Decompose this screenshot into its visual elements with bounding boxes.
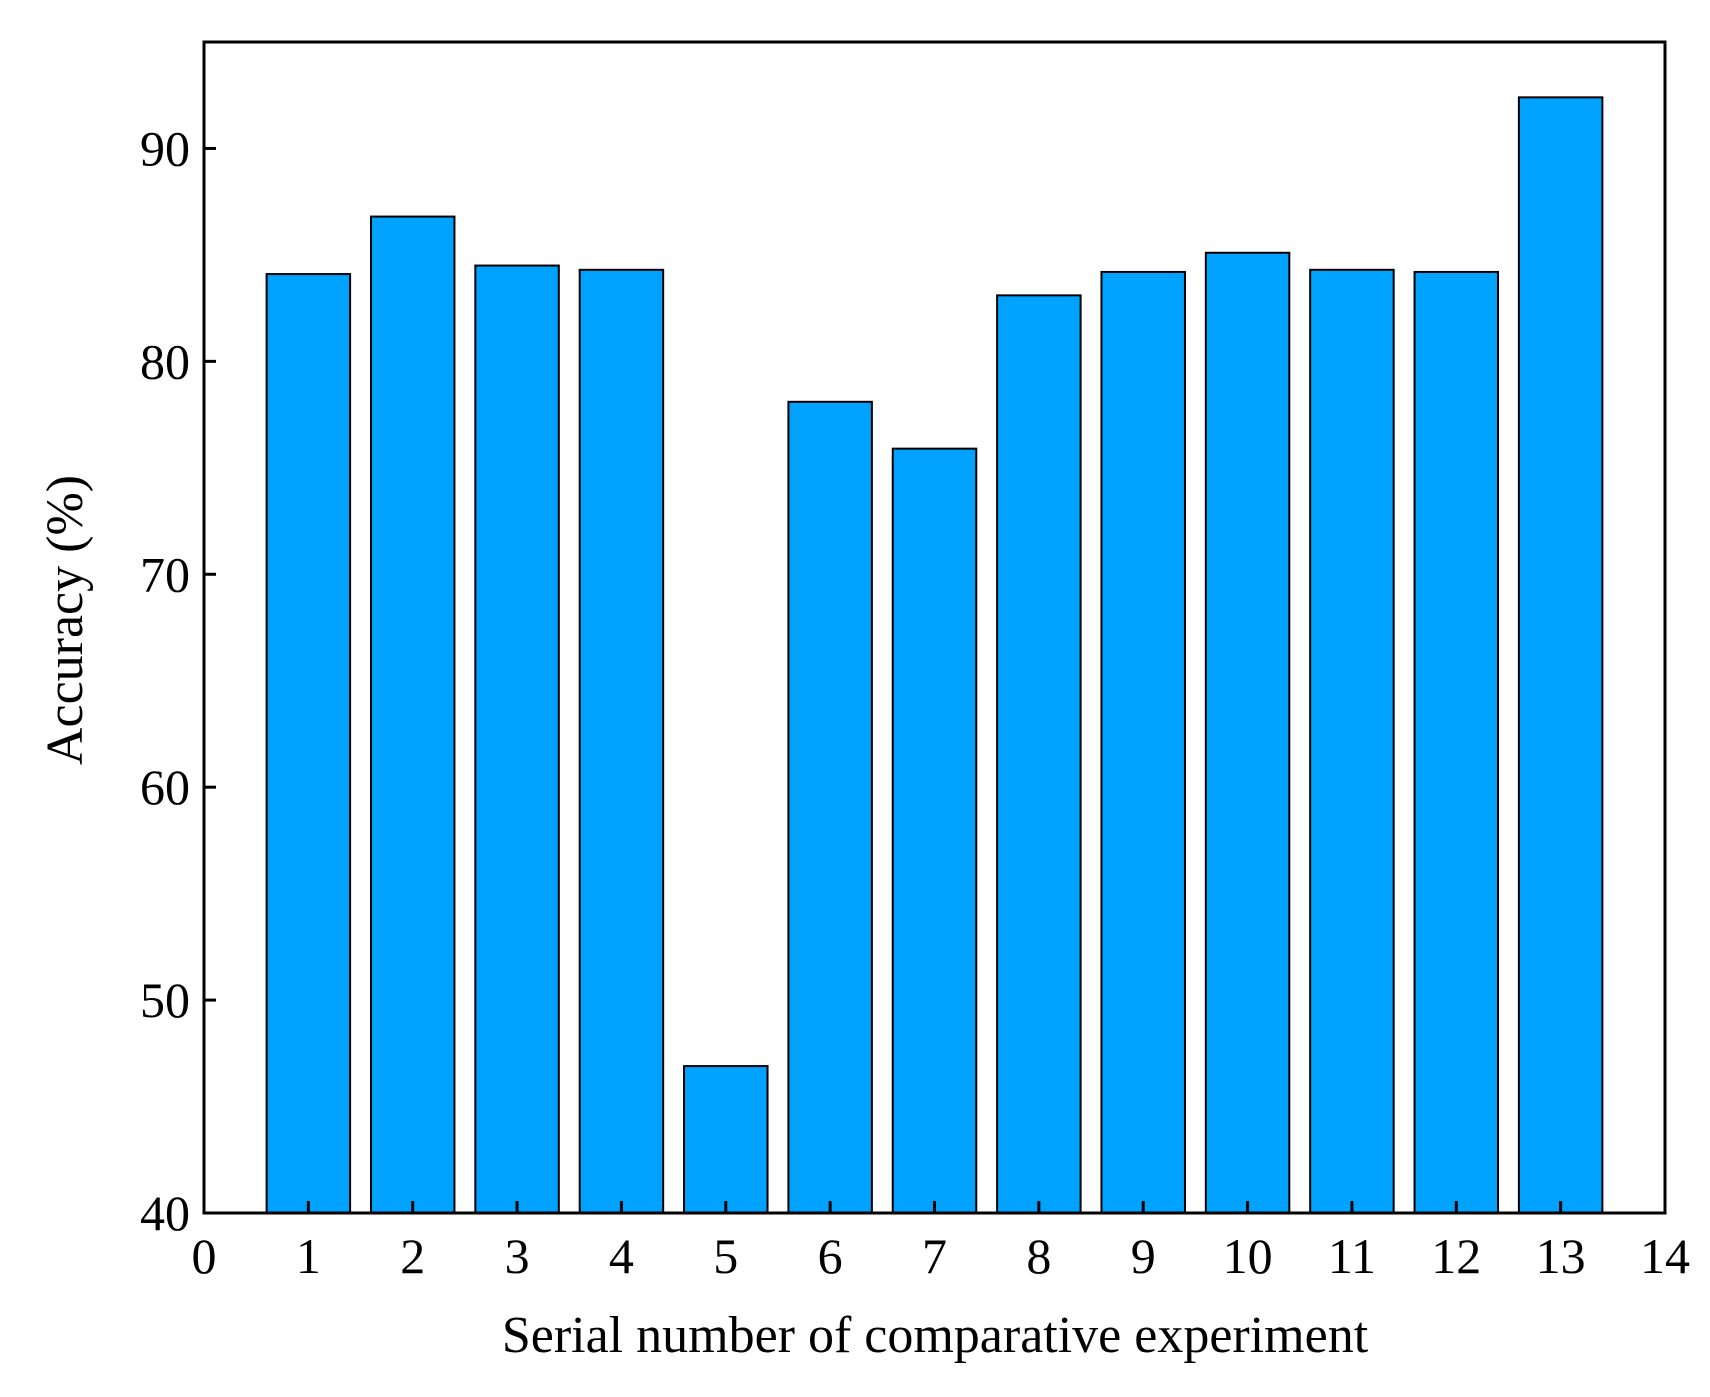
x-tick-label: 7 xyxy=(922,1228,947,1284)
x-tick-label: 8 xyxy=(1026,1228,1051,1284)
x-tick-label: 10 xyxy=(1223,1228,1273,1284)
x-tick-label: 1 xyxy=(296,1228,321,1284)
x-tick-label: 5 xyxy=(713,1228,738,1284)
x-tick-label: 2 xyxy=(400,1228,425,1284)
bar-7 xyxy=(891,447,978,1214)
x-axis-title: Serial number of comparative experiment xyxy=(502,1307,1369,1364)
y-tick-label: 50 xyxy=(140,972,190,1028)
y-tick-label: 70 xyxy=(140,546,190,602)
x-tick-label: 4 xyxy=(609,1228,634,1284)
y-tick-label: 40 xyxy=(140,1185,190,1241)
x-tick-label: 0 xyxy=(192,1228,217,1284)
x-tick-label: 14 xyxy=(1640,1228,1690,1284)
bar-9 xyxy=(1100,270,1186,1214)
bar-11 xyxy=(1309,268,1395,1214)
x-tick-label: 13 xyxy=(1536,1228,1586,1284)
bar-3 xyxy=(474,264,560,1214)
x-tick-label: 6 xyxy=(818,1228,843,1284)
x-tick-label: 12 xyxy=(1431,1228,1481,1284)
bar-13 xyxy=(1517,96,1604,1215)
y-tick-label: 80 xyxy=(140,333,190,389)
bar-12 xyxy=(1413,270,1500,1214)
x-tick-label: 3 xyxy=(505,1228,530,1284)
bars-group xyxy=(265,96,1604,1215)
bar-8 xyxy=(996,294,1082,1214)
bar-10 xyxy=(1204,251,1291,1214)
bar-6 xyxy=(787,400,873,1215)
x-tick-label: 9 xyxy=(1131,1228,1156,1284)
y-tick-label: 60 xyxy=(140,759,190,815)
bar-5 xyxy=(683,1065,769,1215)
y-tick-label: 90 xyxy=(140,120,190,176)
bar-4 xyxy=(578,268,665,1214)
bar-2 xyxy=(369,215,456,1214)
x-tick-label: 11 xyxy=(1328,1228,1376,1284)
plot-frame xyxy=(202,40,1667,1215)
y-axis-title: Accuracy (%) xyxy=(37,475,94,765)
bar-1 xyxy=(265,273,352,1214)
